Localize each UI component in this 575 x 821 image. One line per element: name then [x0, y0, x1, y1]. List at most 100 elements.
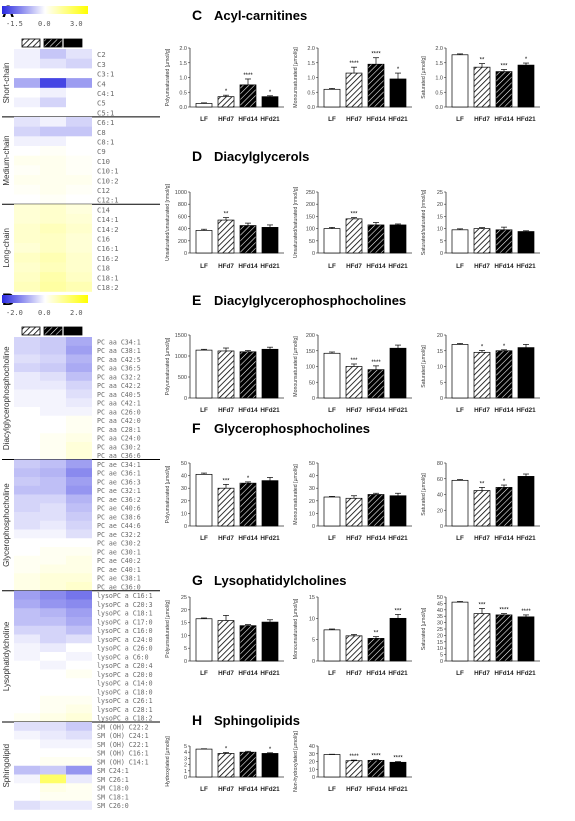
color-legend-bar [2, 6, 88, 14]
heat-cell [40, 564, 66, 574]
bar [217, 620, 235, 662]
x-tick-label: HFd21 [260, 407, 280, 414]
row-label: C10 [97, 157, 110, 166]
heat-cell [14, 233, 40, 244]
x-tick-label: LF [200, 263, 208, 270]
x-tick-label: HFd14 [238, 263, 258, 270]
significance-label: * [269, 747, 272, 753]
heat-cell [14, 107, 40, 118]
heat-cell [40, 380, 66, 390]
x-tick-label: LF [456, 670, 464, 677]
row-label: PC ae C38:6 [97, 513, 141, 521]
heat-cell [14, 398, 40, 408]
row-label: lysoPC a C18:1 [97, 610, 153, 618]
heat-cell [40, 520, 66, 530]
y-tick-label: 0 [440, 396, 443, 402]
heat-cell [14, 78, 40, 89]
x-tick-label: HFd14 [238, 407, 258, 414]
heat-cell [40, 136, 66, 147]
bar-chart-C-3: 0.0 0.5 1.0 1.5 2.0 Saturated [µmol/g] LF ** HFd… [421, 46, 540, 123]
y-tick-label: 10 [181, 511, 187, 517]
y-tick-label: 4 [184, 750, 187, 756]
heat-cell [66, 739, 92, 749]
heat-cell [66, 165, 92, 176]
x-tick-label: HFd21 [388, 263, 408, 270]
heat-cell [40, 582, 66, 592]
significance-label: *** [350, 358, 358, 364]
y-tick-label: 25 [437, 190, 443, 196]
chart-title: Diacylglycerols [214, 149, 309, 164]
x-tick-label: HFd7 [346, 116, 362, 123]
y-tick-label: 50 [309, 461, 315, 467]
bar [495, 350, 513, 399]
row-label: lysoPC a C20:0 [97, 671, 153, 679]
x-tick-label: HFd7 [474, 116, 490, 123]
heat-cell [66, 494, 92, 504]
row-label: C12 [97, 186, 110, 195]
significance-label: * [247, 476, 250, 482]
bar [451, 54, 469, 108]
y-axis-label: Saturated [µmol/g] [421, 56, 427, 99]
row-label: PC aa C30:2 [97, 443, 141, 451]
heat-cell [40, 165, 66, 176]
x-tick-label: HFd14 [494, 116, 514, 123]
y-tick-label: 60 [437, 477, 443, 483]
bar [217, 350, 235, 399]
heat-cell [66, 415, 92, 425]
y-axis-label: Saturated [µmol/g] [421, 345, 427, 388]
significance-label: **** [371, 360, 381, 366]
heat-cell [40, 262, 66, 273]
x-tick-label: HFd14 [366, 670, 386, 677]
row-label: lysoPC a C16:1 [97, 592, 153, 600]
heat-cell [14, 660, 40, 670]
x-tick-label: LF [200, 786, 208, 793]
significance-label: *** [394, 608, 402, 614]
heat-cell [66, 424, 92, 434]
heat-cell [14, 774, 40, 784]
y-tick-label: 5 [184, 744, 187, 750]
heat-cell [40, 687, 66, 697]
y-tick-label: 0 [440, 524, 443, 530]
y-tick-label: 45 [437, 601, 443, 607]
heat-cell [66, 398, 92, 408]
heat-cell [14, 608, 40, 618]
bar [323, 228, 341, 254]
heat-cell [14, 783, 40, 793]
heat-cell [40, 337, 66, 347]
y-tick-label: 40 [309, 744, 315, 750]
row-label: PC ae C40:1 [97, 566, 141, 574]
x-tick-label: HFd21 [516, 116, 536, 123]
x-tick-label: HFd7 [218, 263, 234, 270]
legend-box-hfd14 [43, 38, 63, 48]
significance-label: * [225, 747, 228, 753]
significance-label: **** [393, 756, 403, 762]
bar [323, 88, 341, 108]
y-tick-label: 2 [184, 763, 187, 769]
heat-cell [40, 608, 66, 618]
heat-cell [66, 529, 92, 539]
heat-cell [66, 722, 92, 732]
heat-cell [40, 415, 66, 425]
bar [451, 601, 469, 662]
bar-chart-F-2: 0 10 20 30 40 50 Monounsaturated [µmol/g] LF HFd… [293, 461, 412, 542]
chart-title: Diacylglycerophosphocholines [214, 293, 406, 308]
significance-label: **** [371, 52, 381, 58]
heat-cell [14, 713, 40, 723]
heat-cell [66, 433, 92, 443]
bar [239, 625, 257, 662]
heat-cell [14, 433, 40, 443]
legend-box-hfd7 [21, 38, 41, 48]
y-tick-label: 1.0 [307, 76, 315, 82]
heat-cell [14, 204, 40, 215]
y-tick-label: 30 [437, 621, 443, 627]
row-label: SM C26:1 [97, 776, 129, 784]
heat-cell [66, 87, 92, 98]
color-legend-bar [2, 295, 88, 303]
row-label: SM C18:1 [97, 793, 129, 801]
legend-tick: 0.0 [38, 20, 51, 28]
y-tick-label: 20 [181, 499, 187, 505]
x-tick-label: HFd21 [388, 670, 408, 677]
heat-cell [66, 573, 92, 583]
heat-cell [14, 337, 40, 347]
heat-cell [40, 398, 66, 408]
